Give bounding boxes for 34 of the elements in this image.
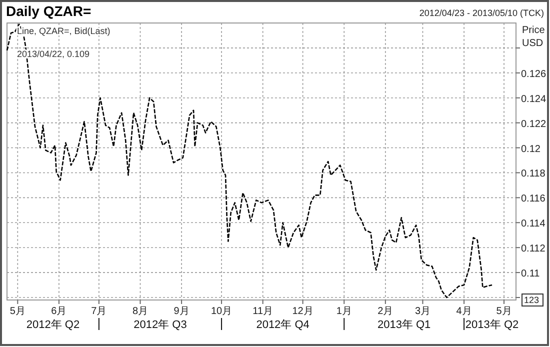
annotation: 2013/04/22, 0.109 bbox=[17, 49, 90, 59]
y-tick-label: 0.114 bbox=[521, 218, 546, 230]
x-tick-label: 6月 bbox=[51, 306, 67, 317]
y-tick-label: 0.126 bbox=[521, 68, 546, 80]
x-tick-label: 7月 bbox=[91, 306, 107, 317]
text: 123 bbox=[524, 295, 540, 305]
y-tick-label: 0.12 bbox=[521, 144, 541, 155]
x-tick-label: 1月 bbox=[336, 306, 352, 317]
line-series bbox=[6, 24, 493, 298]
chart-title: Daily QZAR= bbox=[6, 3, 92, 19]
text: 2012年 Q3 bbox=[134, 319, 187, 331]
x-tick-label: 3月 bbox=[414, 306, 431, 317]
text: 2012/04/23 - 2013/05/10 (TCK) bbox=[419, 8, 544, 18]
x-tick-label: 5月 bbox=[496, 306, 512, 317]
x-tick-label: 8月 bbox=[132, 306, 148, 317]
y-tick-label: 0.122 bbox=[521, 118, 546, 130]
y-tick-label: 0.112 bbox=[521, 244, 546, 255]
text: 2013年 Q1 bbox=[377, 319, 431, 331]
x-tick-label: 10月 bbox=[210, 306, 232, 317]
y-tick-label: 0.11 bbox=[521, 268, 540, 280]
x-tick-label: 2月 bbox=[378, 306, 394, 317]
y-tick-label: 0.124 bbox=[521, 94, 546, 105]
text: 2013年 Q2 bbox=[465, 319, 519, 331]
y-tick-label: 0.118 bbox=[521, 168, 546, 180]
x-tick-label: 11月 bbox=[252, 306, 274, 317]
text: 2012年 Q2 bbox=[26, 319, 80, 331]
x-tick-label: 12月 bbox=[292, 306, 314, 317]
annotation: Line, QZAR=, Bid(Last) bbox=[17, 26, 110, 36]
x-tick-label: 5月 bbox=[10, 306, 26, 317]
y-axis-title: Price USD bbox=[522, 25, 546, 49]
text: 2012年 Q4 bbox=[256, 319, 310, 331]
x-tick-label: 9月 bbox=[174, 306, 190, 317]
x-tick-label: 4月 bbox=[456, 306, 472, 317]
y-tick-label: 0.116 bbox=[521, 194, 546, 205]
